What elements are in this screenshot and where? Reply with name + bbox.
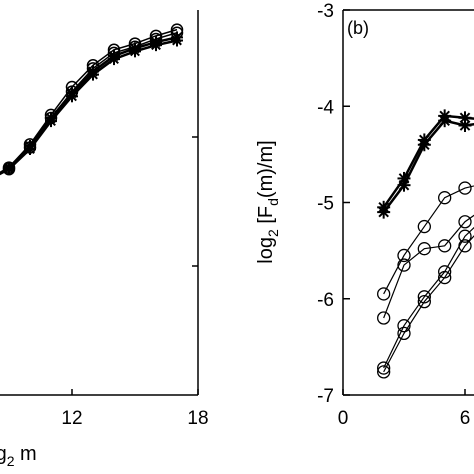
panel-b-point xyxy=(458,229,472,243)
panel-b-point xyxy=(377,361,391,375)
panel-a-x-axis-label: log2 m xyxy=(0,443,37,469)
panel-b-point xyxy=(438,114,452,128)
panel-a-x-tick-label: 18 xyxy=(187,408,208,429)
panel-b-point xyxy=(458,119,472,132)
panel-b-point xyxy=(377,287,391,301)
panel-b-y-tick-label: -5 xyxy=(317,194,334,215)
panel-b-point xyxy=(377,205,391,219)
panel-b-y-tick-label: -4 xyxy=(317,97,334,118)
panel-a-point xyxy=(150,39,162,52)
panel-a-series-line xyxy=(0,36,178,175)
panel-a-point xyxy=(3,163,15,176)
panel-b-y-axis-label: log2 [Fd(m)/m] xyxy=(255,140,281,263)
panel-b-point xyxy=(397,319,411,333)
panel-a-x-tick-label: 12 xyxy=(61,408,82,429)
panel-b-x-tick-label: 0 xyxy=(338,408,349,429)
panel-a-point xyxy=(24,143,36,155)
panel-b-point xyxy=(417,294,431,309)
panel-b-point xyxy=(438,191,452,205)
panel-a-series-line xyxy=(0,32,178,175)
panel-b-series-line xyxy=(383,185,474,295)
panel-a-series-group xyxy=(0,23,184,176)
panel-b-series-group xyxy=(377,109,474,379)
panel-b-point xyxy=(458,239,472,253)
panel-a-point xyxy=(66,90,78,103)
panel-a-point xyxy=(171,34,183,47)
panel-b-point xyxy=(458,181,472,195)
panel-b-point xyxy=(417,290,431,304)
panel-b-point xyxy=(397,258,411,272)
panel-b-point xyxy=(458,111,472,125)
panel-b-y-tick-label: -7 xyxy=(317,386,334,407)
panel-a-point xyxy=(87,68,99,81)
panel-b-point xyxy=(417,219,431,234)
panel-b-point xyxy=(397,326,411,341)
panel-b-point xyxy=(417,242,431,256)
panel-b-point xyxy=(438,270,452,285)
panel-b-y-ticks: -3 -4 -5 -6 -7 xyxy=(317,1,350,407)
panel-a-point xyxy=(108,53,120,66)
panel-b-y-tick-label: -6 xyxy=(317,290,334,311)
panel-b-point xyxy=(438,239,452,253)
panel-b-point xyxy=(458,215,472,229)
panel-b-x-tick-label: 6 xyxy=(460,408,471,429)
panel-a-point xyxy=(129,45,141,58)
panel-a-series-line xyxy=(0,28,178,174)
panel-b-y-tick-label: -3 xyxy=(317,1,334,22)
panel-b-series-line xyxy=(383,214,474,319)
panel-b-label: (b) xyxy=(347,18,369,38)
panel-b-point xyxy=(397,178,411,192)
panel-a-series-line xyxy=(0,39,178,176)
panel-b-point xyxy=(377,311,391,325)
panel-b-point xyxy=(417,138,431,152)
panel-a: 12 18 log2 m xyxy=(0,10,209,469)
panel-b-point xyxy=(397,248,411,263)
panel-b-series-line xyxy=(383,235,474,373)
panel-a-point xyxy=(45,115,57,128)
panel-b-point xyxy=(377,365,391,379)
panel-b-series-line xyxy=(383,226,474,369)
